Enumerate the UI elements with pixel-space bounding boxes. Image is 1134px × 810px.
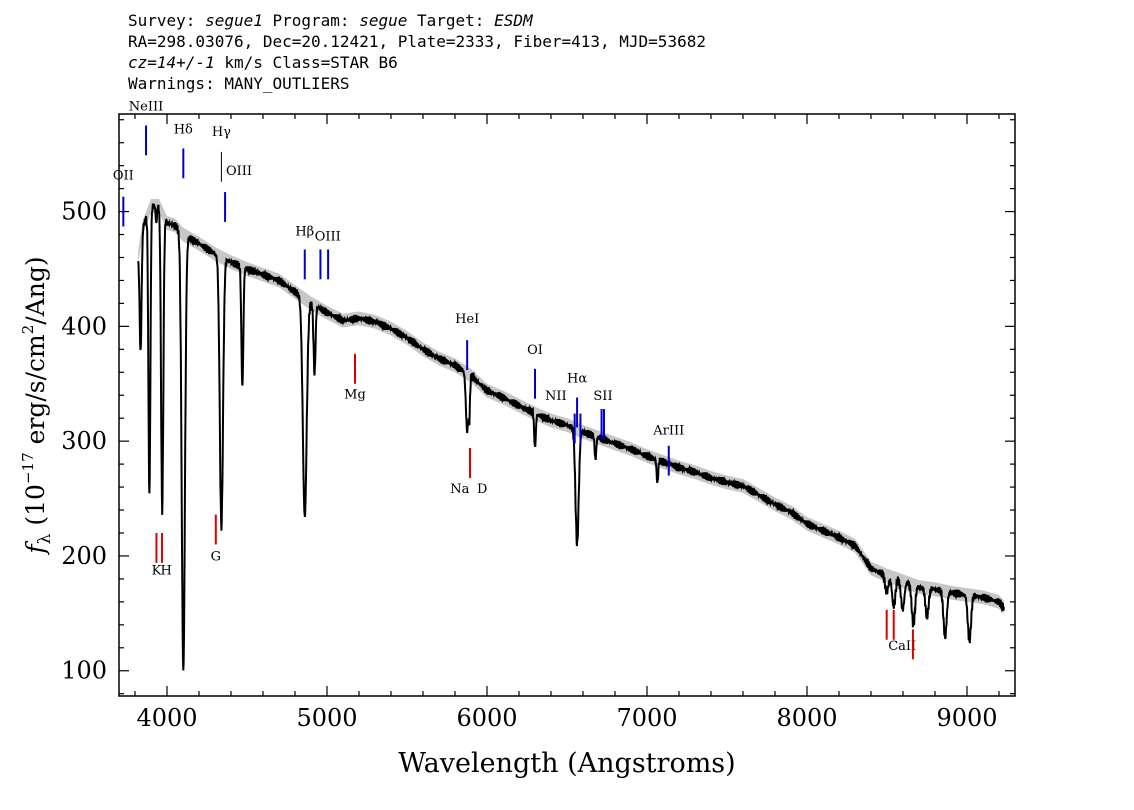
y-tick-label: 400 xyxy=(61,312,107,340)
emission-line-label: NeIII xyxy=(129,100,163,115)
absorption-line-label: K xyxy=(152,563,162,578)
x-tick-label: 7000 xyxy=(616,704,677,732)
emission-line-label: OI xyxy=(527,343,543,358)
survey-value: segue1 xyxy=(205,11,263,30)
x-tick-label: 9000 xyxy=(936,704,997,732)
survey-line: Survey: segue1 Program: segue Target: ES… xyxy=(128,10,706,31)
y-tick-label: 300 xyxy=(61,427,107,455)
absorption-line-label: Mg xyxy=(344,388,366,403)
axis-ticks: 4000 5000 6000 7000 8000 9000 100 200 300 400 500 xyxy=(61,114,1015,732)
absorption-line-label: H xyxy=(161,563,172,578)
emission-line-label: OII xyxy=(113,168,134,183)
absorption-line-label: D xyxy=(477,482,487,497)
y-axis-label: fλ (10−17 erg/s/cm2/Ang) xyxy=(19,256,55,555)
warnings-line: Warnings: MANY_OUTLIERS xyxy=(128,74,350,93)
target-value: ESDM xyxy=(494,11,533,30)
emission-line-label: Hα xyxy=(567,372,587,387)
coordinates-line: RA=298.03076, Dec=20.12421, Plate=2333, … xyxy=(128,32,706,51)
absorption-line-label: Na xyxy=(450,482,469,497)
absorption-line-label: G xyxy=(211,550,221,565)
error-band xyxy=(138,198,1004,615)
x-tick-label: 4000 xyxy=(136,704,197,732)
class-value: km/s Class=STAR B6 xyxy=(214,53,398,72)
y-tick-label: 500 xyxy=(61,198,107,226)
x-tick-label: 8000 xyxy=(776,704,837,732)
redshift-line: cz=14+/-1 km/s Class=STAR B6 xyxy=(128,52,706,73)
plot-frame xyxy=(118,113,1016,697)
survey-label: Survey: xyxy=(128,11,206,30)
x-tick-label: 5000 xyxy=(296,704,357,732)
emission-line-label: Hβ xyxy=(295,225,314,240)
redshift-value: cz=14+/-1 xyxy=(128,53,215,72)
emission-line-label: Hγ xyxy=(212,125,231,140)
absorption-line-label: CaII xyxy=(888,639,916,654)
y-tick-label: 200 xyxy=(61,542,107,570)
emission-line-label: Hδ xyxy=(174,123,193,138)
emission-line-label: SII xyxy=(593,389,612,404)
x-tick-label: 6000 xyxy=(456,704,517,732)
spectrum-line xyxy=(137,202,1005,671)
emission-line-label: ArIII xyxy=(652,423,684,438)
emission-line-label: HeI xyxy=(455,312,479,327)
emission-line-label: NII xyxy=(545,389,567,404)
program-value: segue xyxy=(359,11,408,30)
y-tick-label: 100 xyxy=(61,657,107,685)
spectrum-header: Survey: segue1 Program: segue Target: ES… xyxy=(128,10,706,94)
emission-line-label: OIII xyxy=(315,229,341,244)
emission-line-label: OIII xyxy=(226,164,252,179)
x-axis-label: Wavelength (Angstroms) xyxy=(398,748,735,779)
program-label: Program: xyxy=(262,11,360,30)
target-label: Target: xyxy=(407,11,495,30)
